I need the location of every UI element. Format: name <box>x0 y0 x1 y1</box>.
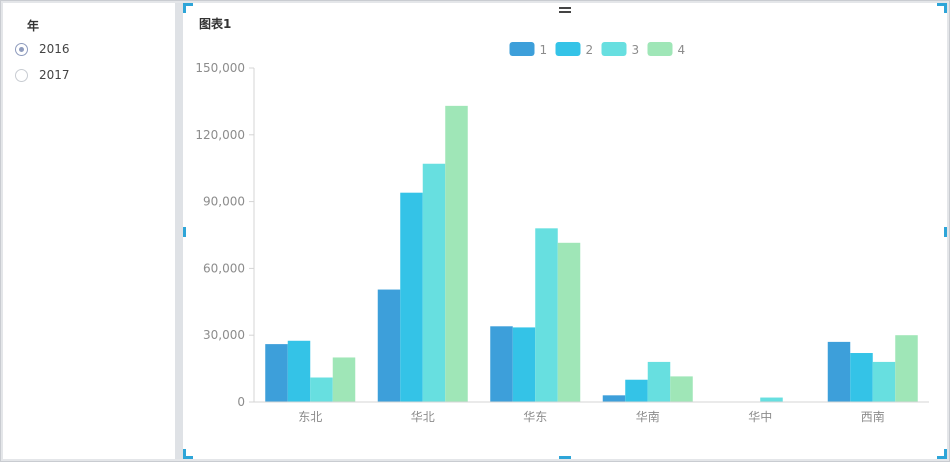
radio-checked-icon[interactable] <box>15 42 28 56</box>
x-tick-label: 华中 <box>748 409 772 424</box>
bar <box>377 289 401 402</box>
y-tick-label: 150,000 <box>195 61 245 75</box>
bar <box>557 242 581 402</box>
legend-swatch <box>601 42 627 56</box>
legend-item: 1 <box>509 42 548 57</box>
bar <box>670 376 693 402</box>
panel-splitter[interactable] <box>175 3 183 459</box>
y-axis: 0 30,000 60,000 90,000 120,000 150,000 <box>195 61 255 409</box>
bar <box>445 105 468 402</box>
legend-item: 4 <box>647 42 686 57</box>
bar <box>535 228 558 402</box>
bar <box>872 361 896 402</box>
bar <box>422 163 446 402</box>
legend-swatch <box>509 42 535 56</box>
legend-label: 1 <box>540 43 548 57</box>
resize-handle-bottom-right[interactable] <box>937 449 947 459</box>
chart-title: 图表1 <box>199 17 232 31</box>
bar <box>895 335 918 402</box>
resize-handle-top-right[interactable] <box>937 3 947 13</box>
legend-swatch <box>555 42 581 56</box>
radio-unchecked-icon[interactable] <box>15 68 28 82</box>
x-tick-label: 东北 <box>298 410 322 424</box>
bar <box>512 327 536 402</box>
bar <box>760 397 783 402</box>
bar <box>625 379 648 402</box>
y-tick-label: 60,000 <box>203 261 245 275</box>
bar-chart: 1 2 3 4 0 30,000 60,000 90,000 120,000 150,000 东… <box>195 42 929 424</box>
y-tick-label: 90,000 <box>203 195 245 209</box>
year-option-label: 2017 <box>39 68 70 82</box>
bar <box>400 192 423 402</box>
bar <box>602 395 626 402</box>
chart-legend: 1 2 3 4 <box>509 42 686 57</box>
filter-title: 年 <box>27 19 40 33</box>
x-tick-label: 华东 <box>523 410 547 424</box>
y-tick-label: 120,000 <box>195 128 245 142</box>
x-tick-label: 华南 <box>636 409 660 424</box>
bar <box>647 361 671 402</box>
year-option-label: 2016 <box>39 42 70 56</box>
bar <box>287 340 311 402</box>
x-tick-label: 华北 <box>411 410 435 424</box>
bar <box>332 357 356 402</box>
chart-widget[interactable]: 图表1 1 2 3 4 0 30,000 60,000 90,000 120,000 150,0… <box>183 3 947 459</box>
x-tick-label: 西南 <box>861 409 885 424</box>
drag-handle-icon[interactable] <box>559 7 571 15</box>
legend-label: 2 <box>586 43 594 57</box>
legend-label: 4 <box>678 43 686 57</box>
y-tick-label: 0 <box>237 395 245 409</box>
bar <box>310 377 333 402</box>
legend-swatch <box>647 42 673 56</box>
resize-handle-left[interactable] <box>183 227 186 237</box>
year-option-2017[interactable]: 2017 <box>15 67 70 83</box>
bar <box>265 344 288 402</box>
y-tick-label: 30,000 <box>203 328 245 342</box>
bars-group <box>265 105 918 402</box>
resize-handle-bottom[interactable] <box>559 456 571 459</box>
year-option-2016[interactable]: 2016 <box>15 41 70 57</box>
legend-item: 2 <box>555 42 594 57</box>
resize-handle-top-left[interactable] <box>183 3 193 13</box>
year-filter-panel: 年 2016 2017 <box>3 3 175 459</box>
legend-item: 3 <box>601 42 640 57</box>
bar <box>850 353 873 402</box>
bar <box>827 341 851 402</box>
resize-handle-right[interactable] <box>944 227 947 237</box>
x-axis: 东北 华北 华东 华南 华中 西南 <box>254 401 929 424</box>
resize-handle-bottom-left[interactable] <box>183 449 193 459</box>
bar <box>490 326 513 402</box>
legend-label: 3 <box>632 43 640 57</box>
